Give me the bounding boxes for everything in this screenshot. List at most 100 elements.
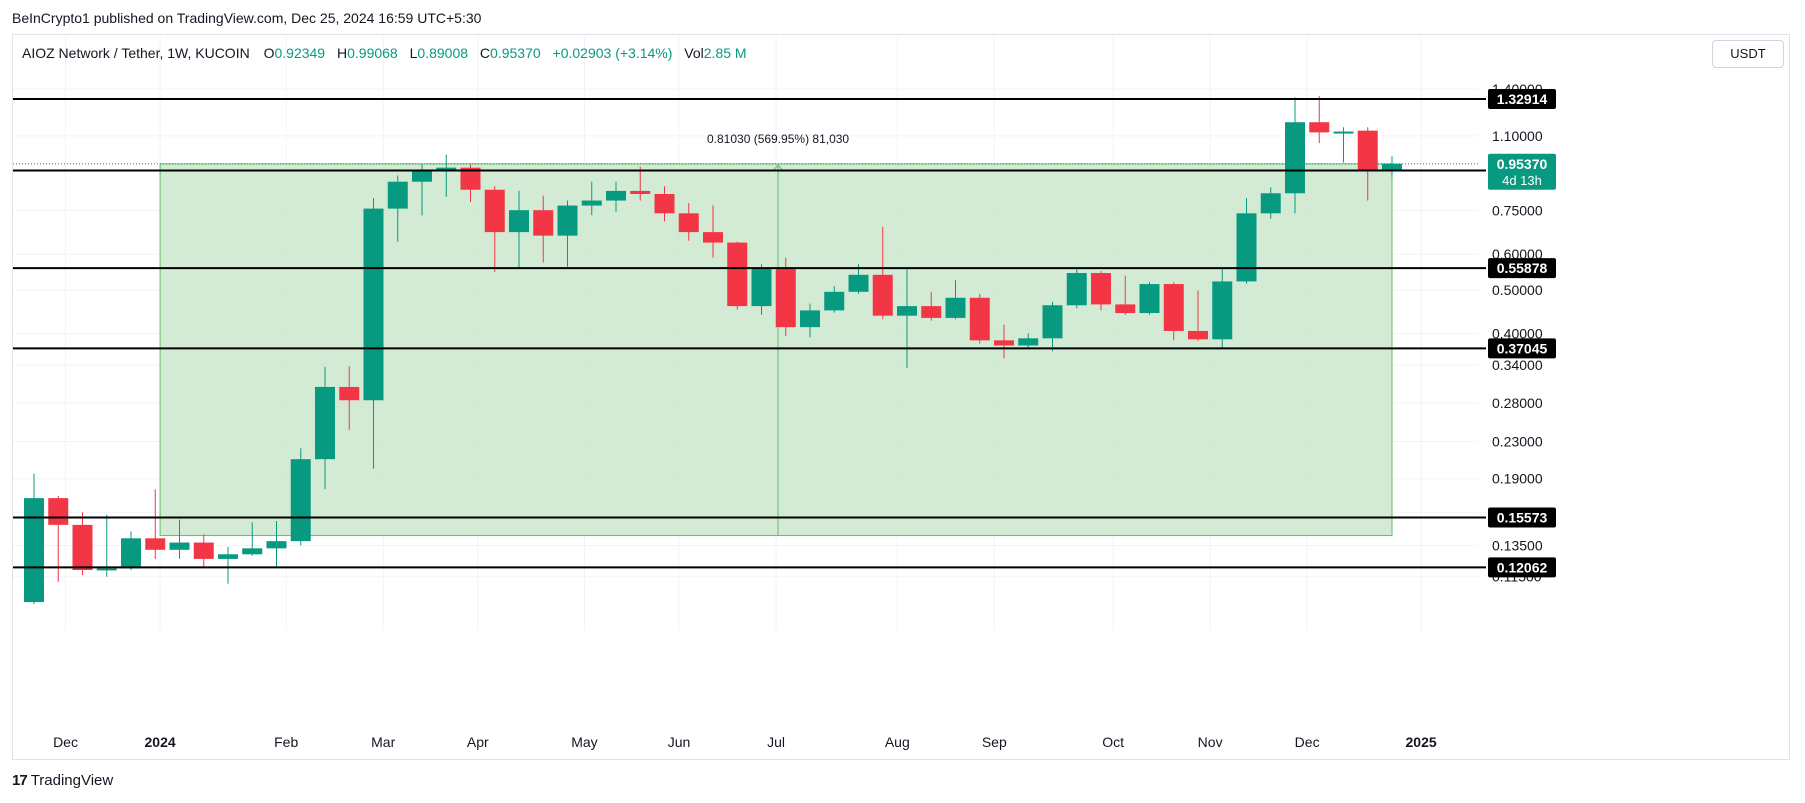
candle-body-37 bbox=[921, 306, 942, 318]
candle-body-40 bbox=[994, 340, 1014, 346]
candle-body-46 bbox=[1139, 284, 1160, 314]
level-badge-3 bbox=[1488, 338, 1556, 359]
candle-body-51 bbox=[1260, 193, 1281, 214]
candle-body-9 bbox=[242, 548, 263, 555]
candle-body-14 bbox=[363, 208, 384, 401]
candle-body-8 bbox=[218, 554, 238, 559]
y-tick-label-5: 0.40000 bbox=[1492, 325, 1543, 341]
brand-name: TradingView bbox=[30, 772, 114, 789]
candle-body-44 bbox=[1091, 273, 1111, 305]
candle-body-38 bbox=[945, 297, 966, 318]
candle-body-24 bbox=[606, 190, 626, 201]
candle-body-45 bbox=[1115, 304, 1136, 314]
symbol-name: AIOZ Network / Tether, 1W, KUCOIN bbox=[22, 45, 250, 61]
tradingview-logo-icon: 17 bbox=[12, 772, 28, 789]
candle-body-3 bbox=[96, 568, 117, 571]
last-price-badge bbox=[1488, 153, 1556, 190]
candle-body-31 bbox=[775, 269, 796, 328]
x-tick-label-3: Mar bbox=[371, 734, 395, 750]
candle-body-21 bbox=[533, 210, 554, 236]
candle-body-17 bbox=[436, 167, 457, 170]
candle-body-0 bbox=[24, 498, 44, 603]
measure-arrow-head bbox=[772, 164, 784, 172]
currency-button[interactable]: USDT bbox=[1712, 40, 1784, 68]
y-tick-label-4: 0.50000 bbox=[1492, 282, 1543, 298]
level-badge-4 bbox=[1488, 507, 1556, 528]
publish-info: BeInCrypto1 published on TradingView.com… bbox=[12, 10, 482, 26]
volume-value: 2.85 M bbox=[703, 45, 747, 61]
candle-body-35 bbox=[872, 274, 893, 316]
x-tick-label-6: Jun bbox=[668, 734, 691, 750]
candle-body-13 bbox=[339, 386, 360, 401]
footer-brand: 17 TradingView bbox=[12, 772, 113, 789]
candle-body-5 bbox=[145, 538, 166, 550]
y-tick-label-8: 0.23000 bbox=[1492, 433, 1543, 449]
candle-body-30 bbox=[751, 269, 772, 307]
countdown-label: 4d 13h bbox=[1502, 173, 1542, 188]
candle-body-33 bbox=[824, 291, 845, 311]
candle-body-27 bbox=[678, 213, 699, 233]
candle-body-20 bbox=[509, 210, 529, 233]
low-value: 0.89008 bbox=[417, 45, 469, 61]
candle-body-6 bbox=[169, 542, 190, 550]
candle-body-48 bbox=[1188, 330, 1208, 340]
candle-body-25 bbox=[630, 190, 651, 194]
chart-frame bbox=[12, 34, 1790, 760]
x-tick-label-9: Sep bbox=[982, 734, 1007, 750]
candle-body-7 bbox=[193, 542, 214, 559]
y-tick-label-2: 0.75000 bbox=[1492, 203, 1543, 219]
candle-body-54 bbox=[1333, 131, 1354, 134]
candle-body-15 bbox=[387, 181, 408, 209]
candle-body-4 bbox=[121, 538, 141, 569]
candle-body-43 bbox=[1066, 273, 1087, 306]
x-tick-label-8: Aug bbox=[885, 734, 910, 750]
candle-body-32 bbox=[800, 310, 820, 328]
x-tick-label-13: 2025 bbox=[1406, 734, 1437, 750]
candle-body-12 bbox=[315, 386, 335, 460]
candle-body-16 bbox=[412, 169, 432, 182]
high-value: 0.99068 bbox=[347, 45, 398, 61]
open-value: 0.92349 bbox=[274, 45, 326, 61]
x-tick-label-10: Oct bbox=[1102, 734, 1124, 750]
candle-body-55 bbox=[1357, 130, 1378, 170]
level-badge-label-4: 0.15573 bbox=[1497, 510, 1548, 526]
candle-body-28 bbox=[703, 232, 723, 243]
candle-body-22 bbox=[557, 205, 578, 236]
candle-body-29 bbox=[727, 242, 748, 307]
level-badge-0 bbox=[1488, 88, 1556, 109]
open-label: O bbox=[263, 45, 275, 61]
level-badge-2 bbox=[1488, 258, 1556, 279]
level-badge-label-0: 1.32914 bbox=[1497, 91, 1548, 107]
last-price-label: 0.95370 bbox=[1497, 156, 1548, 172]
level-badge-label-5: 0.12062 bbox=[1497, 559, 1548, 575]
x-tick-label-11: Nov bbox=[1198, 734, 1223, 750]
measure-zone bbox=[159, 163, 1393, 537]
candle-body-26 bbox=[654, 193, 675, 214]
candle-body-36 bbox=[897, 306, 917, 316]
candle-body-52 bbox=[1285, 122, 1305, 194]
low-label: L bbox=[409, 45, 418, 61]
candle-body-2 bbox=[72, 524, 93, 571]
close-value: 0.95370 bbox=[490, 45, 541, 61]
x-tick-label-12: Dec bbox=[1295, 734, 1320, 750]
level-badge-label-3: 0.37045 bbox=[1497, 340, 1548, 356]
y-tick-label-11: 0.13500 bbox=[1492, 537, 1543, 553]
candle-body-39 bbox=[969, 297, 990, 341]
candle-body-53 bbox=[1309, 122, 1330, 133]
x-tick-label-1: 2024 bbox=[145, 734, 176, 750]
volume-label: Vol bbox=[684, 45, 704, 61]
high-label: H bbox=[336, 45, 348, 61]
candle-body-18 bbox=[460, 167, 481, 190]
x-tick-label-7: Jul bbox=[767, 734, 785, 750]
candle-body-56 bbox=[1382, 163, 1402, 171]
symbol-legend: AIOZ Network / Tether, 1W, KUCOIN O0.923… bbox=[22, 45, 755, 61]
candle-body-10 bbox=[266, 541, 287, 549]
candle-body-23 bbox=[581, 200, 602, 206]
candle-body-19 bbox=[484, 189, 505, 233]
x-tick-label-5: May bbox=[571, 734, 597, 750]
level-badge-label-2: 0.55878 bbox=[1497, 260, 1548, 276]
x-tick-label-4: Apr bbox=[467, 734, 489, 750]
measure-label: 0.81030 (569.95%) 81,030 bbox=[707, 132, 849, 146]
y-tick-label-6: 0.34000 bbox=[1492, 357, 1543, 373]
